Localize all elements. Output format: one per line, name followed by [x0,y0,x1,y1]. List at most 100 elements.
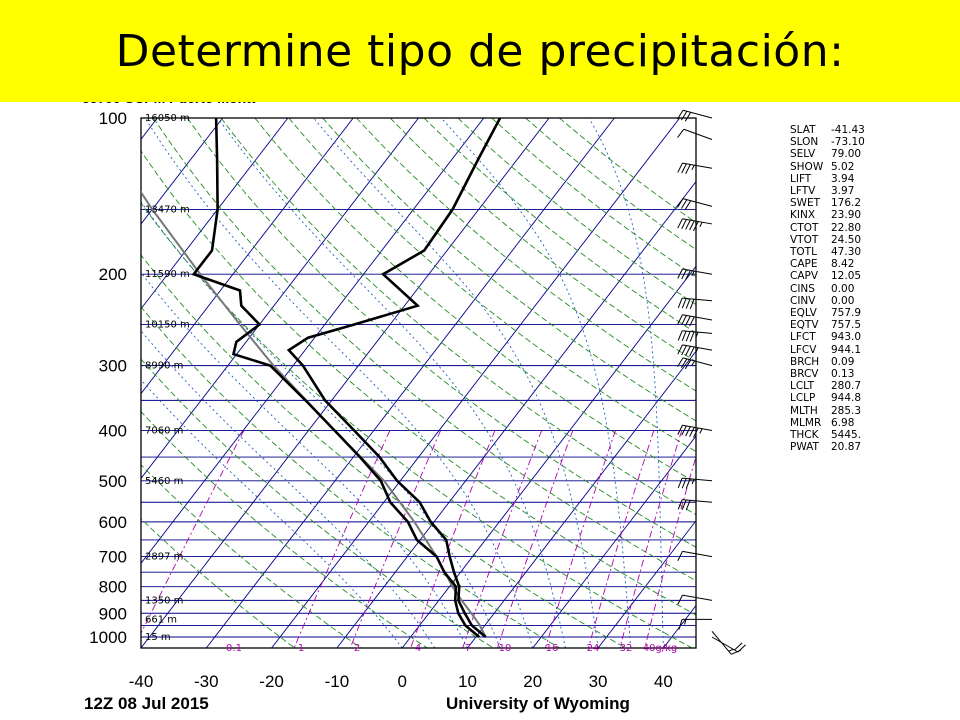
wind-barb-flag [689,331,695,342]
station-info-value: -73.10 [831,136,865,149]
station-info-value: 8.42 [831,258,855,271]
wind-barb-flag [677,198,684,208]
station-info-row: KINX 23.90 [790,209,865,221]
mixing-ratio-label: 32 [620,643,633,654]
plot-border [140,117,697,649]
isotherm-line [141,118,354,395]
station-info-row: SELV 79.00 [790,148,865,160]
height-label: 8990 m [145,361,183,372]
wind-barb [677,424,713,438]
wind-barb-flag [685,331,691,342]
wind-barb-staff [682,330,713,334]
wind-barb-flag [734,642,743,651]
station-info-value: 944.1 [831,343,862,356]
wind-barb-staff [682,477,713,482]
moist-adiabat [217,118,566,648]
mixing-ratio-line [349,430,442,648]
station-info-value: 280.7 [831,380,862,393]
station-info-row: LFCT 943.0 [790,331,865,343]
station-info-key: PWAT [790,441,819,454]
wind-barb-flag [685,478,691,489]
wind-barb-flag [677,594,683,605]
wind-barb [677,218,713,232]
wind-barb [677,550,713,561]
station-info-row: EQTV 757.5 [790,319,865,331]
height-label: 10150 m [145,320,190,331]
wind-barb [677,499,713,511]
dry-adiabat [559,118,696,224]
station-info-row: MLMR 6.98 [790,417,865,429]
height-label-text: 11590 m [145,269,190,280]
station-info-value: 943.0 [831,331,862,344]
mixing-ratio-label: 7 [465,643,471,654]
wind-barb-staff [711,630,732,655]
wind-barb-flag [685,298,691,309]
height-label: 15 m [145,632,171,643]
mixing-ratio-line [293,430,391,648]
wind-barb-flag [677,330,683,341]
wind-barb-flag [677,109,684,120]
station-info-value: 3.97 [831,185,855,198]
mixing-ratio-line [141,430,245,635]
x-tick-label: 0 [397,672,406,691]
wind-barb-half-flag [695,331,699,338]
station-info-key: CAPV [790,270,819,283]
station-info-row: LCLP 944.8 [790,392,865,404]
dry-adiabat [220,118,696,516]
x-tick-label: -30 [194,672,219,691]
wind-barb [678,618,712,630]
station-info-value: 5445. [831,429,862,442]
isotherm-line [205,118,615,648]
station-info-value: 5.02 [831,160,855,173]
station-info-key: LFCT [790,331,816,344]
dry-adiabat [141,464,362,648]
height-label-text: 2897 m [145,552,183,563]
y-tick-label: 200 [99,265,127,284]
station-info-value: 757.5 [831,319,862,332]
wind-barb [677,344,713,357]
height-label-text: 5460 m [145,476,183,487]
wind-barb-flag [677,425,683,435]
moist-adiabat [313,118,599,648]
wind-barb-flag [681,219,687,229]
wind-barb-staff [682,499,713,503]
wind-barb-staff [711,636,739,653]
wind-barb-flag [684,112,692,122]
wind-barb-flag [677,268,683,279]
moist-adiabat [729,118,776,648]
moist-adiabat [141,201,501,648]
wind-barb [677,198,713,210]
dry-adiabat [356,118,696,392]
height-label: 13470 m [145,204,190,215]
wind-barb-half-flag [691,270,695,276]
station-info-row: TOTL 47.30 [790,246,865,258]
station-info-row: SLAT -41.43 [790,124,865,136]
wind-barb-flag [685,164,691,175]
wind-barb-half-flag [699,428,703,434]
station-info-value: 757.9 [831,307,862,320]
station-info-panel: SLAT -41.43 SLON -73.10 SELV 79.00 SHOW 5.02 LIF… [790,124,865,453]
wind-barb [677,128,713,140]
wind-barb-staff [683,128,713,140]
station-info-value: 79.00 [831,148,862,161]
isotherm-line [141,118,158,140]
dry-adiabat [141,254,627,648]
wind-barb-staff [682,109,713,119]
height-label-text: 10150 m [145,320,190,331]
moist-adiabat [440,118,632,648]
wind-barb-flag [680,358,688,369]
wind-barb-flag [681,269,687,280]
station-info-value: 22.80 [831,221,862,234]
dry-adiabat [457,118,696,306]
station-info-value: 6.98 [831,416,855,429]
parcel-path-line [141,190,487,638]
plot-grid [141,118,776,648]
moist-adiabat [588,118,664,648]
station-info-value: 0.00 [831,294,855,307]
dry-adiabat [525,118,696,251]
wind-barb-flag [685,315,691,326]
station-info-key: CINS [790,282,815,295]
wind-barb-staff [682,268,713,275]
station-info-row: CINS 0.00 [790,283,865,295]
station-info-key: SELV [790,148,816,161]
